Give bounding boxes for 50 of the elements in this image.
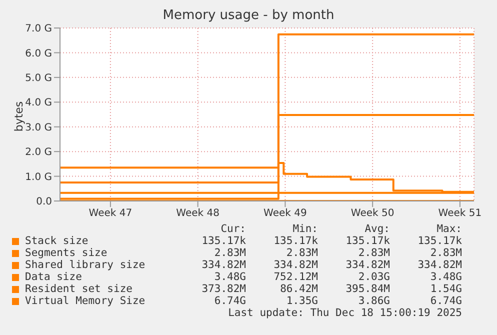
text: 3.48G: [429, 271, 462, 283]
text: 334.82M: [272, 259, 318, 271]
text: 395.84M: [344, 283, 390, 295]
text: 1.54G: [429, 283, 462, 295]
x-tick-label: Week 49: [264, 208, 307, 220]
chart-title: Memory usage - by month: [162, 8, 336, 23]
text: 2.03G: [357, 271, 390, 283]
text: 135.17k: [272, 235, 318, 247]
legend-label: Resident set size: [25, 283, 132, 295]
y-tick-label: 1.0 G: [25, 172, 52, 183]
x-tick-label: Week 48: [176, 208, 220, 220]
text: 3.48G: [213, 271, 246, 283]
text: 135.17k: [416, 235, 462, 247]
text: Min:: [292, 223, 318, 235]
x-tick-label: Week 47: [88, 208, 132, 220]
text: Max:: [436, 223, 462, 235]
y-tick-label: 6.0 G: [25, 48, 52, 60]
text: 373.82M: [200, 283, 246, 295]
text: 2.83M: [357, 247, 390, 259]
legend-label: Data size: [25, 271, 82, 283]
x-tick-label: Week 51: [438, 208, 482, 220]
text: 334.82M: [344, 259, 390, 271]
text: 135.17k: [344, 235, 390, 247]
text: 334.82M: [416, 259, 462, 271]
text: 1.35G: [285, 295, 318, 307]
text: 86.42M: [279, 283, 318, 295]
y-tick-label: 3.0 G: [25, 122, 52, 134]
y-tick-label: 2.0 G: [25, 147, 52, 158]
text: 135.17k: [200, 235, 246, 247]
text: 6.74G: [429, 295, 462, 307]
text: Avg:: [364, 223, 390, 235]
text: 2.83M: [285, 247, 318, 259]
text: 2.83M: [429, 247, 462, 259]
legend-label: Shared library size: [25, 259, 146, 271]
text: 6.74G: [213, 295, 246, 307]
text: 334.82M: [200, 259, 246, 271]
x-tick-label: Week 50: [350, 208, 394, 220]
text: Cur:: [220, 223, 246, 235]
legend-label: Virtual Memory Size: [25, 295, 146, 307]
text: 3.86G: [357, 295, 390, 307]
text: Last update: Thu Dec 18 15:00:19 2025: [227, 307, 462, 319]
y-tick-label: 5.0 G: [25, 72, 52, 84]
text: 2.83M: [213, 247, 246, 259]
y-tick-label: 4.0 G: [25, 98, 52, 109]
y-tick-label: 0.0: [36, 196, 52, 208]
y-axis-title: bytes: [12, 101, 26, 132]
y-tick-label: 7.0 G: [25, 24, 52, 35]
legend-label: Stack size: [25, 235, 88, 247]
legend-label: Segments size: [25, 247, 108, 259]
text: 752.12M: [272, 271, 318, 283]
